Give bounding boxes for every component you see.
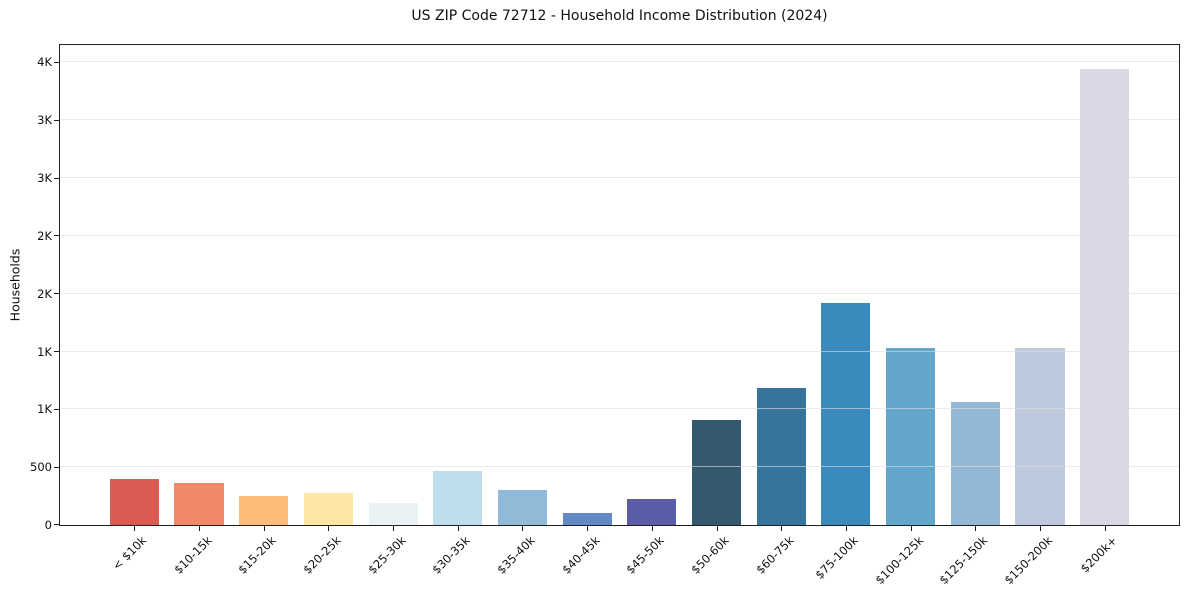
bar (239, 495, 289, 525)
bar-slot: $125-150k (937, 45, 1008, 587)
x-tick-label: $45-50k (623, 533, 668, 577)
y-tick-mark (54, 177, 59, 179)
y-tick-mark (54, 466, 59, 468)
y-tick-mark (54, 351, 59, 352)
bar-slot: $30-35k (425, 45, 490, 577)
x-tick-mark (1104, 526, 1106, 531)
x-tick-label: $15-20k (235, 533, 279, 577)
y-tick-label: 3K (37, 113, 52, 128)
x-tick-mark (457, 526, 459, 531)
x-tick-mark (651, 526, 653, 531)
bar-slot: $10-15k (167, 45, 232, 577)
bar (303, 492, 353, 525)
y-tick-label: 2K (37, 286, 52, 301)
x-tick-label: $125-150k (936, 533, 991, 588)
x-tick-label: $40-45k (558, 533, 603, 577)
y-tick-mark (54, 408, 59, 410)
bar (1015, 347, 1065, 525)
x-tick-mark (910, 526, 912, 531)
bar-slot: $50-60k (684, 45, 749, 577)
y-tick-mark (54, 524, 59, 525)
bar (756, 387, 806, 525)
y-tick-label: 1K (37, 344, 52, 359)
bar-slot: $60-75k (749, 45, 814, 577)
x-tick-mark (975, 526, 977, 531)
plot-area: < $10k $10-15k $15-20k $20-25k $25-30k $30-35… (30, 44, 1180, 587)
bar (368, 503, 418, 525)
bar-slot: $45-50k (620, 45, 685, 577)
bar (1080, 69, 1130, 525)
y-tick-label: 2K (37, 228, 52, 243)
bar-slot: $15-20k (231, 45, 296, 577)
bar (950, 402, 1000, 525)
x-tick-label: $35-40k (494, 533, 538, 577)
bar-slot: $20-25k (296, 45, 361, 577)
x-tick-label: < $10k (110, 533, 150, 573)
y-tick-label: 1K (37, 402, 52, 417)
x-tick-label: $30-35k (429, 533, 473, 577)
x-tick-label: $10-15k (170, 533, 215, 577)
bar (109, 478, 159, 525)
y-tick-label: 4K (37, 55, 52, 70)
y-axis-label: Households (7, 248, 23, 322)
x-tick-mark (199, 526, 201, 531)
bar (497, 490, 548, 525)
bar-slot: $25-30k (361, 45, 426, 577)
bar (821, 302, 871, 525)
x-tick-label: $200k+ (1077, 533, 1120, 576)
bar (691, 420, 742, 525)
y-tick-label: 3K (37, 171, 52, 185)
y-tick-label: 500 (30, 460, 52, 475)
y-tick-mark (54, 119, 59, 121)
bar (433, 470, 483, 525)
bar-slot: $75-100k (813, 45, 879, 582)
bar-slot: < $10k (102, 45, 167, 573)
x-tick-mark (845, 526, 847, 531)
bar (562, 512, 612, 525)
bar-slot: $200k+ (1072, 45, 1137, 575)
bars-row: < $10k $10-15k $15-20k $20-25k $25-30k $30-35… (60, 45, 1179, 587)
bar (174, 483, 224, 525)
bar-slot: $40-45k (555, 45, 620, 577)
x-tick-label: $20-25k (300, 533, 344, 577)
x-tick-mark (263, 526, 265, 531)
x-tick-mark (134, 526, 136, 531)
y-tick-mark (54, 235, 59, 237)
x-tick-mark (1039, 526, 1041, 531)
bar-slot: $35-40k (490, 45, 555, 577)
x-tick-mark (393, 526, 395, 531)
y-tick-mark (54, 61, 59, 63)
x-tick-mark (328, 526, 330, 531)
y-tick-mark (54, 293, 59, 295)
x-tick-mark (522, 526, 524, 531)
x-tick-mark (716, 526, 718, 531)
chart-title: US ZIP Code 72712 - Household Income Dis… (411, 8, 828, 24)
x-tick-label: $75-100k (812, 533, 862, 582)
x-tick-mark (587, 526, 589, 531)
x-tick-mark (781, 526, 783, 531)
x-tick-label: $50-60k (688, 533, 732, 577)
bar (627, 499, 677, 525)
x-tick-label: $25-30k (364, 533, 409, 577)
x-tick-label: $150-200k (1001, 533, 1056, 588)
y-tick-label: 0 (44, 518, 52, 532)
bar-slot: $150-200k (1001, 45, 1073, 587)
bar (886, 348, 936, 525)
x-tick-label: $60-75k (752, 533, 797, 577)
x-tick-label: $100-125k (872, 533, 926, 588)
bar-slot: $100-125k (872, 45, 943, 587)
